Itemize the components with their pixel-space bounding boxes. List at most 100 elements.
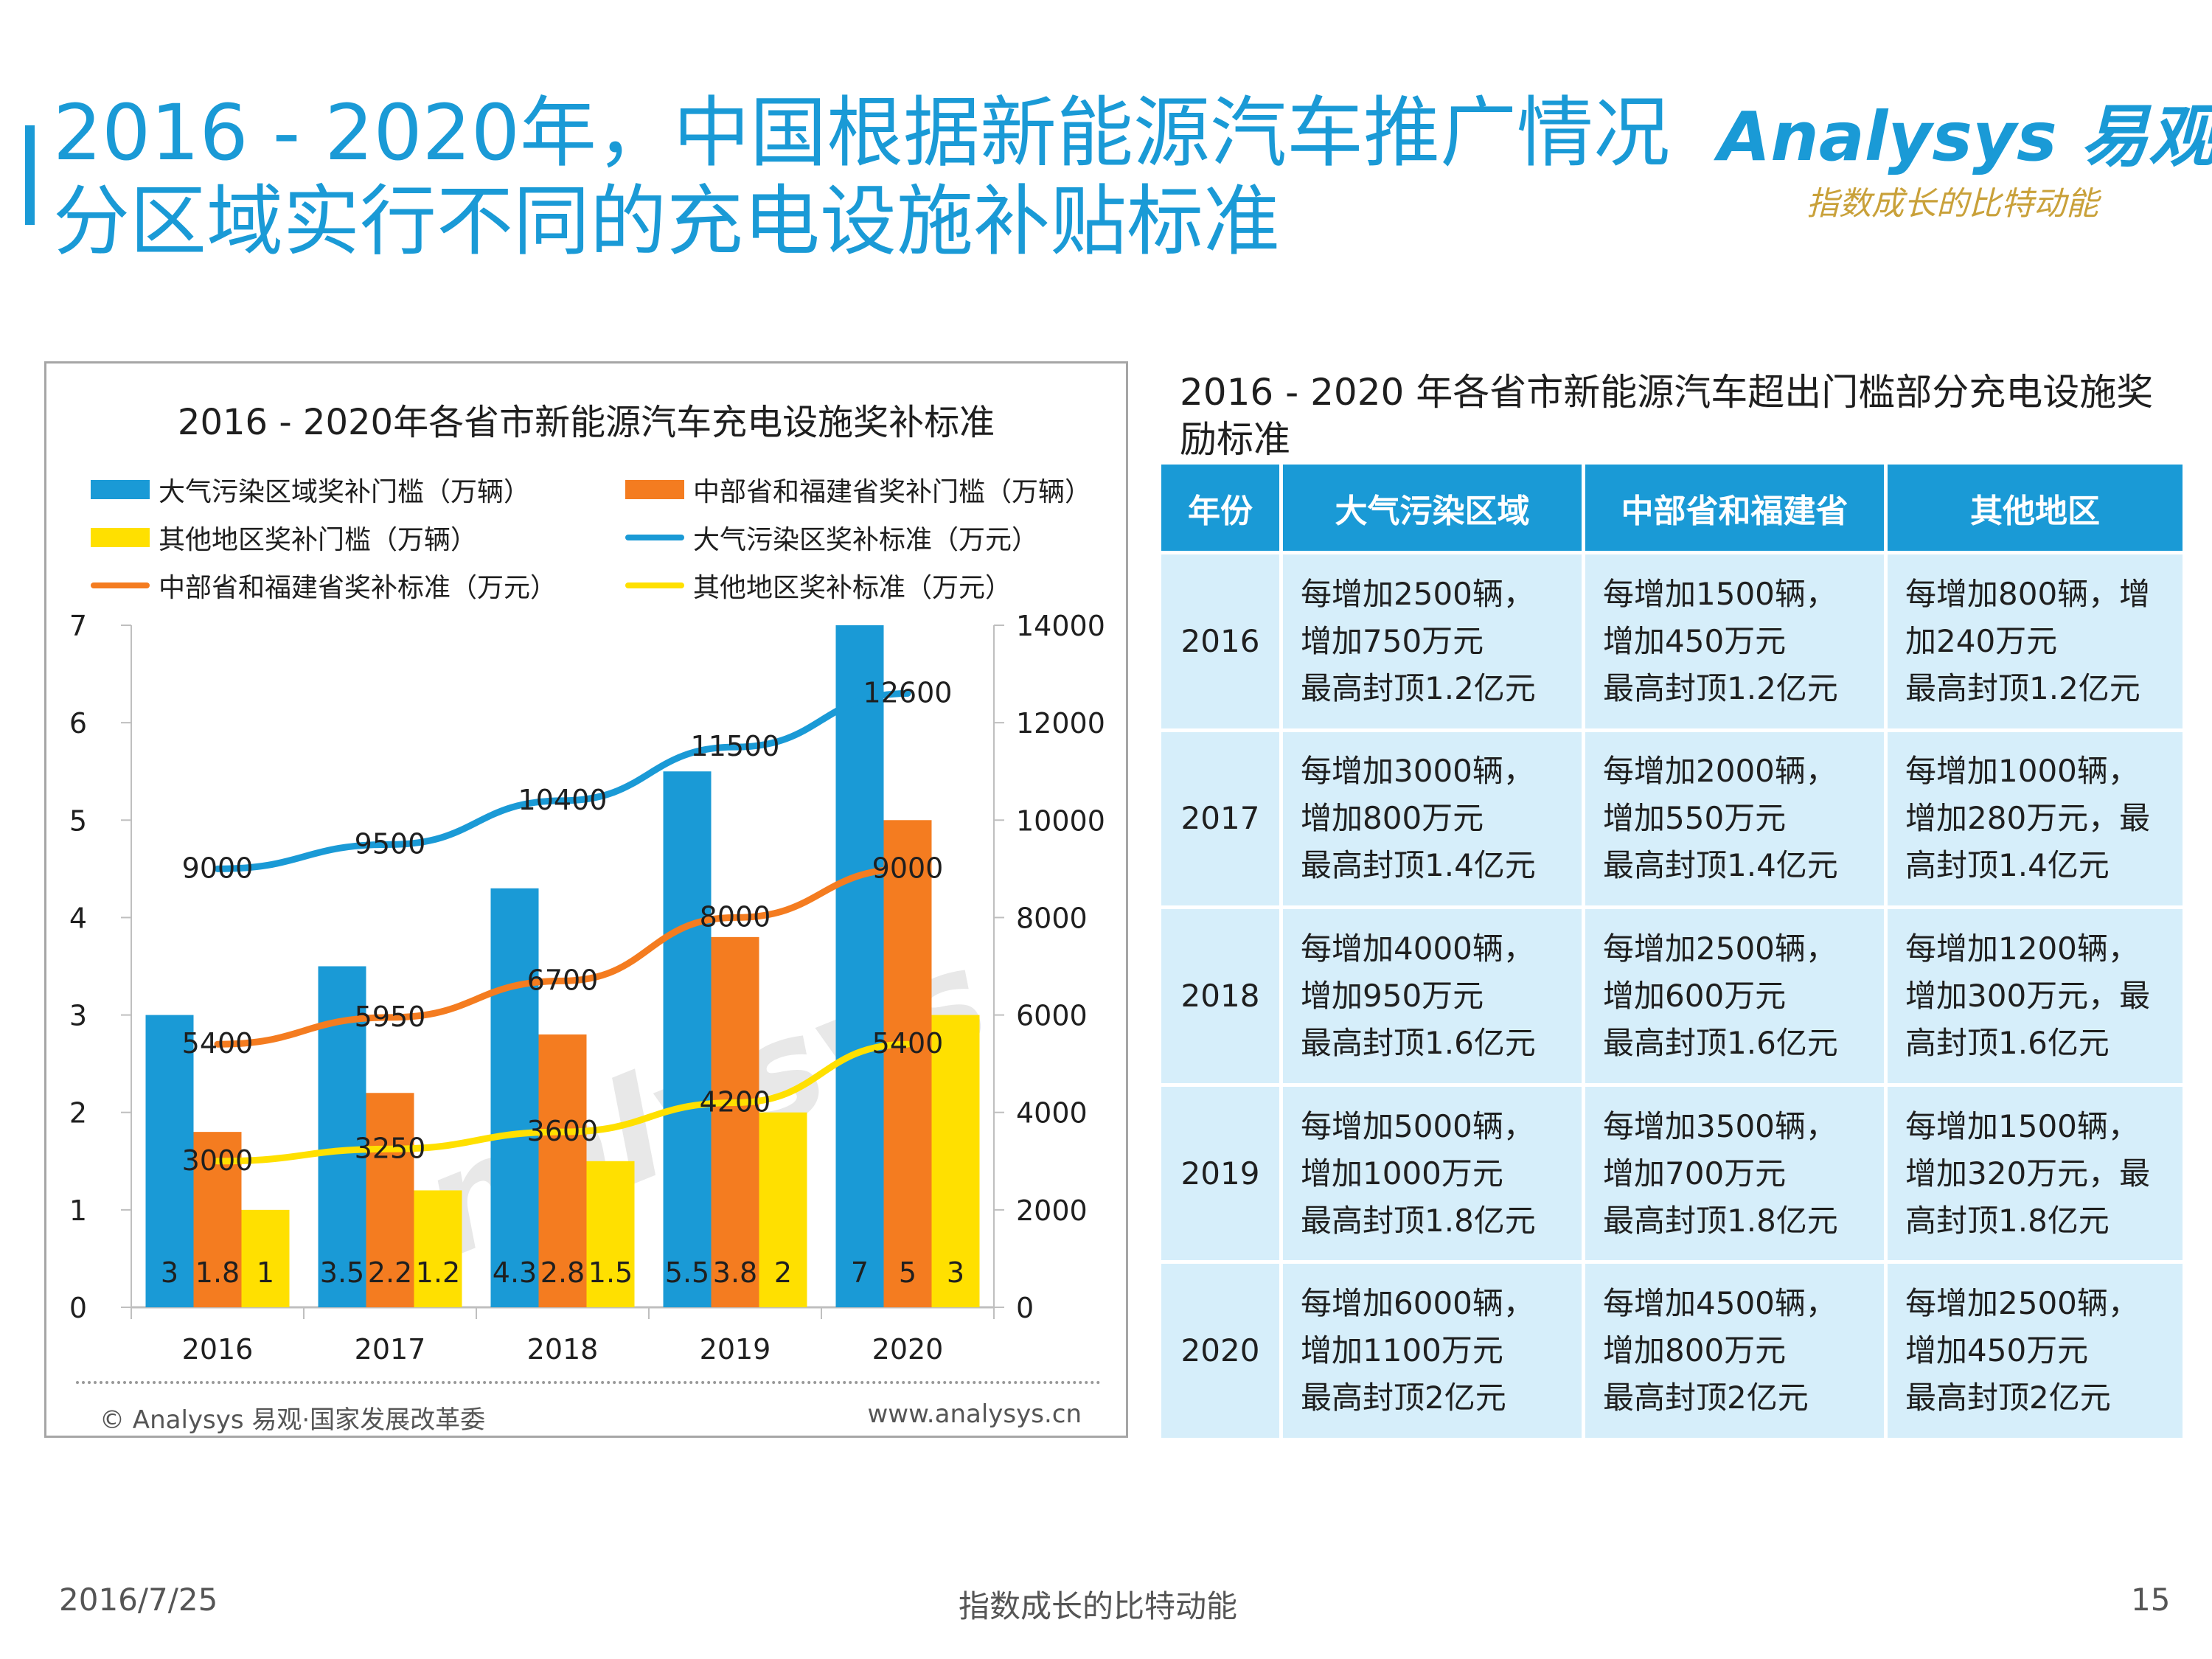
policy-cell: 每增加2000辆， 增加550万元 最高封顶1.4亿元: [1585, 731, 1884, 906]
y-left-tick-label: 7: [69, 610, 87, 642]
line-value-label: 5400: [872, 1027, 944, 1060]
column-header: 中部省和福建省: [1585, 465, 1884, 551]
page-title-line-2: 分区域实行不同的充电设施补贴标准: [53, 176, 1281, 266]
bar: [835, 625, 884, 1307]
policy-cell-line: 最高封顶1.6亿元: [1301, 1024, 1536, 1061]
policy-cell: 每增加2500辆， 增加450万元 最高封顶2亿元: [1888, 1264, 2183, 1438]
line-value-label: 12600: [863, 677, 953, 709]
y-left-tick-label: 1: [69, 1194, 87, 1227]
line-value-label: 5400: [182, 1027, 254, 1060]
line-value-label: 9000: [182, 852, 254, 884]
table-body: 2016 每增加2500辆， 增加750万元 最高封顶1.2亿元 每增加1500辆， 增加…: [1161, 554, 2183, 1438]
policy-cell-line: 最高封顶1.6亿元: [1603, 1024, 1838, 1061]
line-value-label: 3600: [527, 1115, 599, 1147]
bar: [366, 1093, 414, 1307]
legend-item-5: 其他地区奖补标准（万元）: [625, 566, 1012, 605]
y-left-tick-label: 5: [69, 804, 87, 837]
policy-cell-line: 每增加4000辆，: [1301, 930, 1534, 967]
source-divider: [76, 1381, 1101, 1384]
bar: [931, 1015, 980, 1307]
table-row: 2019 每增加5000辆， 增加1000万元 最高封顶1.8亿元 每增加3500辆，增…: [1161, 1086, 2183, 1261]
policy-cell: 每增加1200辆， 增加300万元，最 高封顶1.6亿元: [1888, 909, 2183, 1083]
legend-swatch: [91, 480, 150, 499]
policy-cell-line: 最高封顶1.2亿元: [1603, 669, 1838, 706]
combo-chart: 0 1 2 3 4 5 6 7 0 2000 4000 6000 8000 10000 12000 14000…: [69, 610, 1105, 1366]
policy-cell-line: 增加700万元: [1603, 1155, 1787, 1192]
line-value-label: 9500: [355, 827, 426, 860]
bar-value-label: 5: [899, 1256, 917, 1289]
year-cell: 2016: [1161, 554, 1279, 728]
line-value-label: 3000: [182, 1144, 254, 1177]
footer-slogan: 指数成长的比特动能: [959, 1588, 1238, 1624]
y-right-tick-label: 0: [1016, 1292, 1034, 1324]
legend-label: 其他地区奖补门槛（万辆）: [159, 525, 478, 555]
policy-cell-line: 增加750万元: [1301, 622, 1484, 659]
bar-value-label: 3: [947, 1256, 964, 1289]
series-line: [214, 1040, 911, 1165]
policy-cell-line: 每增加1500辆，: [1905, 1107, 2139, 1144]
policy-cell-line: 每增加2000辆，: [1603, 753, 1837, 790]
policy-cell-line: 最高封顶2亿元: [1905, 1380, 2111, 1416]
policy-cell-line: 最高封顶1.2亿元: [1301, 669, 1536, 706]
legend-item-0: 大气污染区域奖补门槛（万辆）: [91, 470, 530, 509]
bar: [586, 1161, 635, 1307]
page-title-line-1: 2016 - 2020年，中国根据新能源汽车推广情况: [53, 88, 1670, 178]
bar: [759, 1112, 807, 1307]
y-left-tick-label: 0: [69, 1292, 87, 1324]
legend-swatch: [91, 582, 150, 588]
chart-title: 2016 - 2020年各省市新能源汽车充电设施奖补标准: [177, 402, 995, 443]
y-left-tick-label: 2: [69, 1097, 87, 1130]
policy-cell-line: 每增加1200辆，: [1905, 930, 2139, 967]
x-tick-label: 2020: [872, 1333, 944, 1366]
bar: [241, 1209, 290, 1307]
y-right-tick-label: 4000: [1016, 1097, 1088, 1130]
table-row: 2018 每增加4000辆， 增加950万元 最高封顶1.6亿元 每增加2500辆， 增加…: [1161, 909, 2183, 1083]
policy-cell: 每增加1500辆， 增加450万元 最高封顶1.2亿元: [1585, 554, 1884, 728]
bar: [663, 771, 712, 1307]
year-cell: 2020: [1161, 1264, 1279, 1438]
y-right-tick-label: 14000: [1016, 610, 1105, 642]
policy-cell-line: 最高封顶1.8亿元: [1301, 1202, 1536, 1239]
line-value-label: 3250: [355, 1132, 426, 1164]
policy-cell-line: 增加550万元: [1603, 800, 1787, 837]
policy-cell-line: 增加950万元: [1301, 977, 1484, 1014]
bar: [145, 1015, 194, 1307]
bar: [414, 1190, 462, 1307]
year-cell: 2018: [1161, 909, 1279, 1083]
line-value-label: 11500: [691, 730, 780, 762]
brand-logo: Analysys 易观: [1718, 97, 2212, 176]
policy-cell: 每增加1500辆， 增加320万元，最 高封顶1.8亿元: [1888, 1086, 2183, 1261]
bar: [490, 888, 539, 1307]
legend-label: 中部省和福建省奖补门槛（万辆）: [693, 477, 1092, 507]
line-value-label: 10400: [518, 784, 608, 816]
year-cell: 2019: [1161, 1086, 1279, 1261]
policy-cell: 每增加1000辆， 增加280万元，最 高封顶1.4亿元: [1888, 731, 2183, 906]
line-value-label: 6700: [527, 964, 599, 996]
title-accent-bar: [25, 125, 35, 225]
x-tick-label: 2018: [527, 1333, 599, 1366]
policy-cell-line: 高封顶1.4亿元: [1905, 847, 2110, 884]
bar-value-label: 3: [161, 1256, 178, 1289]
bar-value-label: 2.8: [540, 1256, 585, 1289]
bar-value-label: 3.8: [713, 1256, 757, 1289]
policy-cell-line: 最高封顶1.8亿元: [1603, 1202, 1838, 1239]
line-value-label: 5950: [355, 1001, 426, 1033]
policy-cell-line: 增加600万元: [1603, 977, 1787, 1014]
y-right-tick-label: 6000: [1016, 1000, 1088, 1032]
column-header: 大气污染区域: [1283, 465, 1582, 551]
legend-label: 中部省和福建省奖补标准（万元）: [159, 573, 557, 603]
y-right-tick-label: 2000: [1016, 1194, 1088, 1227]
policy-cell-line: 每增加2500辆，: [1603, 930, 1837, 967]
policy-cell-line: 每增加3500辆，: [1603, 1107, 1837, 1144]
policy-cell-line: 每增加800辆，增: [1905, 575, 2151, 612]
bar-value-label: 1.2: [416, 1256, 460, 1289]
policy-cell-line: 每增加4500辆，: [1603, 1285, 1837, 1322]
line-value-label: 8000: [700, 900, 771, 933]
legend-item-2: 其他地区奖补门槛（万辆）: [91, 518, 477, 557]
y-left-tick-label: 3: [69, 1000, 87, 1032]
legend-swatch: [625, 535, 684, 540]
year-cell: 2017: [1161, 731, 1279, 906]
policy-cell-line: 每增加1500辆，: [1603, 575, 1837, 612]
policy-cell-line: 最高封顶2亿元: [1301, 1380, 1506, 1416]
policy-cell: 每增加4500辆， 增加800万元 最高封顶2亿元: [1585, 1264, 1884, 1438]
